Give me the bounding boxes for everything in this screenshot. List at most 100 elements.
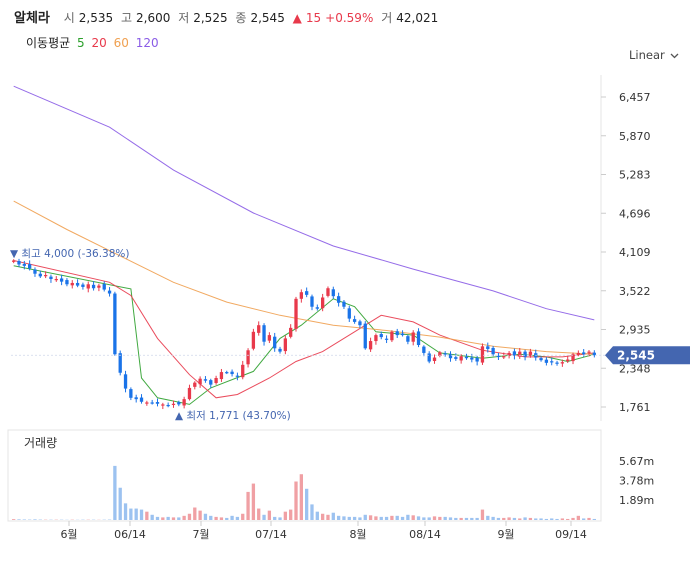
candle-body [187, 387, 192, 400]
ma-20-label[interactable]: 20 [91, 36, 107, 50]
volume-bar [432, 516, 437, 520]
volume-bar [470, 517, 474, 520]
candle-body [518, 351, 522, 357]
candle [454, 353, 458, 361]
volume-bar [475, 517, 479, 520]
candle-body [539, 358, 543, 361]
candle [43, 271, 48, 279]
candle-body [230, 371, 234, 375]
scale-selector[interactable]: Linear [629, 48, 679, 62]
candle [145, 400, 149, 406]
candle-body [134, 397, 138, 400]
candle-body [368, 341, 373, 350]
candle-body [406, 336, 410, 342]
candle-body [507, 352, 511, 356]
candle [571, 352, 575, 365]
price-tick-label: 4,109 [619, 246, 651, 259]
volume-bar [33, 519, 37, 520]
ma-20-line [13, 260, 595, 399]
volume-axis: 5.67m 3.78m 1.89m [619, 455, 654, 507]
candle [416, 328, 421, 348]
ma-120-label[interactable]: 120 [135, 36, 159, 50]
candle-body [273, 336, 277, 349]
candle-body [102, 284, 106, 290]
candle-body [502, 356, 506, 358]
candle-body [347, 308, 351, 319]
candle [352, 315, 357, 324]
candle [336, 292, 341, 307]
volume-bar [347, 516, 351, 520]
candle-body [193, 382, 197, 387]
candle [129, 387, 133, 401]
candle [582, 349, 586, 357]
candle [17, 258, 21, 267]
candle [75, 279, 80, 288]
candle-body [528, 351, 533, 356]
time-axis: 6월 06/14 7월 07/14 8월 08/14 9월 09/14 [60, 521, 587, 541]
candle-body [145, 402, 149, 404]
candle [518, 347, 522, 359]
candle [246, 348, 250, 368]
volume-bar [395, 515, 399, 520]
candle-body [416, 331, 421, 346]
candle [411, 330, 415, 346]
volume-bar [571, 517, 575, 520]
volume-bar [267, 510, 272, 520]
candle-body [257, 325, 261, 333]
candle [251, 328, 256, 351]
candle [342, 299, 346, 309]
change-value: 15 [305, 11, 322, 25]
candle-body [592, 352, 596, 356]
volume-bar [566, 518, 570, 520]
candle [273, 332, 277, 352]
change-up-arrow-icon: ▲ [292, 11, 302, 25]
volume-bar [326, 514, 330, 520]
volume-bar [12, 519, 16, 520]
volume-bar [193, 507, 197, 520]
candle-body [97, 285, 101, 288]
candle [209, 378, 213, 388]
ma-120-line [13, 85, 595, 321]
price-tick-label: 4,696 [619, 207, 651, 220]
candle [379, 331, 383, 340]
candle [102, 281, 106, 292]
volume-bar [155, 516, 160, 520]
candle-body [326, 288, 330, 296]
ma-5-label[interactable]: 5 [77, 36, 85, 50]
candle [113, 291, 117, 356]
candle-body [576, 352, 581, 355]
candle [443, 351, 447, 357]
candle [155, 398, 160, 407]
candle-body [496, 355, 501, 358]
candle-body [12, 260, 16, 262]
time-tick-label: 6월 [60, 528, 77, 541]
candle [400, 330, 405, 337]
candle [432, 354, 437, 364]
volume-bar [203, 513, 208, 520]
volume-bar [400, 516, 405, 520]
volume-bar [225, 517, 229, 520]
price-tick-label: 2,348 [619, 362, 651, 375]
candle-body [198, 378, 202, 385]
candle [384, 335, 389, 344]
volume-bar [209, 515, 213, 520]
volume-bar [406, 514, 410, 520]
candle-body [129, 389, 133, 398]
candle [150, 399, 154, 405]
candle [91, 281, 96, 291]
volume-bar [534, 518, 538, 520]
ma-5-line [13, 265, 595, 405]
max-price-annotation: ▼ 최고 4,000 (-36.38%) [10, 248, 130, 260]
candle-body [54, 278, 58, 281]
volume-bar [523, 517, 527, 520]
candle [358, 319, 362, 329]
candle-body [480, 346, 485, 363]
candle-body [118, 353, 122, 373]
scale-selector-value: Linear [629, 48, 665, 62]
last-price-badge [605, 346, 690, 365]
volume-bar [123, 503, 128, 520]
candle-body [75, 282, 80, 286]
candle-body [81, 284, 85, 287]
ma-60-label[interactable]: 60 [113, 36, 129, 50]
